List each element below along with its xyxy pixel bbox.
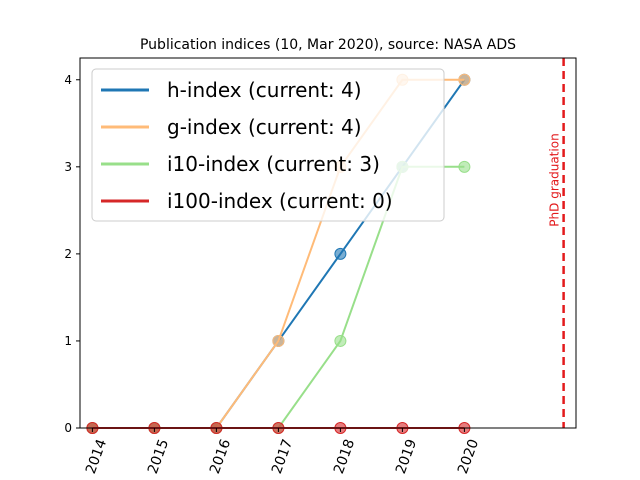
legend-label: i10-index (current: 3) bbox=[167, 152, 380, 176]
y-tick-label: 3 bbox=[64, 160, 72, 174]
data-point bbox=[272, 334, 285, 347]
y-tick-label: 1 bbox=[64, 334, 72, 348]
x-tick-label: 2020 bbox=[455, 437, 482, 476]
legend-label: i100-index (current: 0) bbox=[167, 189, 393, 213]
chart-title: Publication indices (10, Mar 2020), sour… bbox=[140, 37, 516, 53]
x-tick-label: 2017 bbox=[269, 437, 296, 476]
legend-label: g-index (current: 4) bbox=[167, 115, 362, 139]
data-point bbox=[458, 73, 471, 86]
x-tick-label: 2016 bbox=[207, 437, 234, 476]
legend-box bbox=[91, 68, 445, 222]
annotation-layer: PhD graduation bbox=[548, 58, 565, 428]
x-tick-label: 2015 bbox=[145, 437, 172, 476]
x-tick-label: 2014 bbox=[83, 437, 110, 476]
y-tick-label: 0 bbox=[64, 421, 72, 435]
y-tick-label: 4 bbox=[64, 73, 72, 87]
phd-graduation-label: PhD graduation bbox=[548, 133, 562, 226]
x-tick-label: 2019 bbox=[393, 437, 420, 476]
legend-label: h-index (current: 4) bbox=[167, 78, 362, 102]
legend: h-index (current: 4) g-index (current: 4)… bbox=[91, 68, 445, 222]
plot-area-frame bbox=[79, 57, 577, 429]
x-tick-label: 2018 bbox=[331, 437, 358, 476]
y-tick-label: 2 bbox=[64, 247, 72, 261]
data-point bbox=[334, 247, 347, 260]
data-point bbox=[458, 160, 471, 173]
data-point bbox=[334, 334, 347, 347]
